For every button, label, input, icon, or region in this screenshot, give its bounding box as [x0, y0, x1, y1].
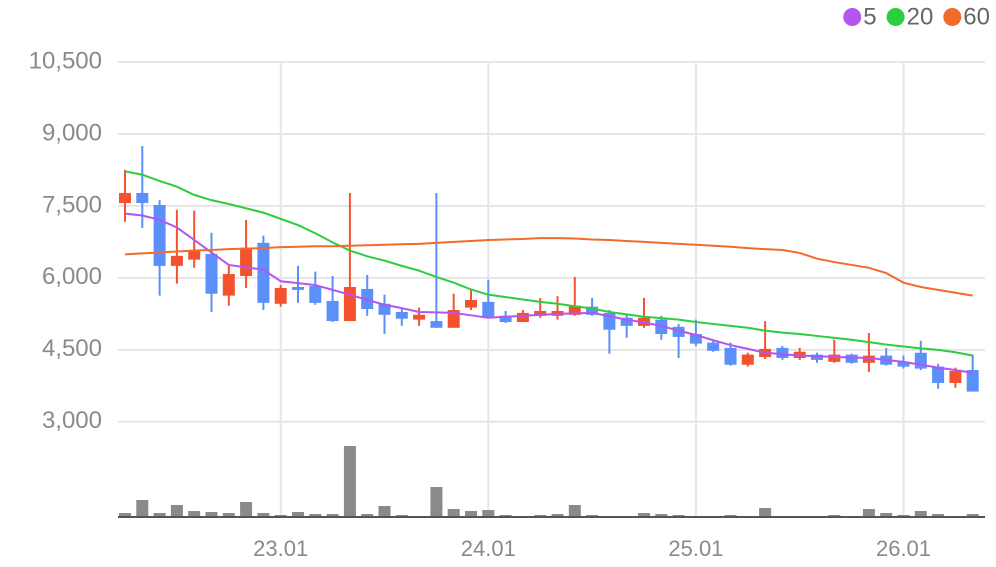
y-tick-label: 7,500	[42, 191, 102, 218]
volume-bar	[326, 514, 339, 517]
ma-line	[124, 170, 973, 357]
legend-label: 5	[863, 3, 876, 30]
ma-line	[124, 212, 973, 374]
volume-bar	[240, 502, 253, 517]
volume-bar	[153, 513, 166, 517]
volume-bar	[932, 514, 945, 517]
y-tick-label: 10,500	[29, 47, 102, 74]
legend-label: 20	[907, 3, 934, 30]
volume-bar	[309, 514, 322, 517]
candle-body	[828, 354, 841, 362]
candle-body	[949, 370, 962, 383]
candle-body	[119, 192, 131, 204]
candle-body	[240, 247, 253, 276]
candle-body	[326, 300, 339, 322]
volume-bar	[862, 509, 875, 517]
candle-body	[170, 255, 183, 266]
candle-body	[534, 310, 547, 316]
candle-body	[499, 315, 512, 323]
candle-body	[447, 310, 460, 328]
legend-swatch	[886, 8, 905, 26]
candle-body	[395, 311, 408, 319]
y-tick-label: 6,000	[42, 263, 102, 290]
candle-body	[465, 299, 477, 308]
volume-bar	[568, 505, 581, 517]
candle-body	[689, 334, 702, 344]
candle-body	[672, 326, 685, 337]
candle-body	[707, 342, 720, 351]
volume-bar	[361, 514, 374, 517]
y-tick-label: 4,500	[42, 335, 102, 362]
volume-bar	[136, 500, 149, 517]
volume-bar	[205, 512, 218, 517]
candle-body	[811, 354, 823, 360]
volume-bar	[551, 514, 564, 517]
candle-body	[568, 305, 581, 315]
candle-body	[741, 354, 754, 365]
candle-body	[257, 242, 270, 303]
candle-body	[274, 287, 287, 304]
candle-body	[188, 250, 201, 260]
legend-label: 60	[963, 3, 990, 30]
candle-body	[430, 321, 443, 328]
legend-swatch	[843, 8, 862, 26]
x-tick-label: 23.01	[253, 536, 308, 561]
x-tick-label: 24.01	[461, 536, 516, 561]
volume-bar	[378, 506, 391, 517]
candle-body	[897, 361, 910, 367]
volume-bar	[966, 514, 979, 517]
ma-line	[124, 237, 973, 297]
candle-body	[153, 204, 166, 266]
candle-body	[413, 314, 426, 320]
volume-bar	[759, 508, 772, 517]
legend-swatch	[943, 8, 962, 26]
candle-body	[586, 306, 599, 315]
candle-body	[482, 301, 495, 317]
volume-bar	[914, 511, 927, 517]
x-tick-label: 26.01	[876, 536, 931, 561]
volume-bar	[465, 511, 477, 517]
volume-bar	[222, 513, 235, 517]
volume-bar	[655, 514, 668, 517]
volume-bar	[292, 512, 304, 517]
candle-body	[776, 347, 789, 359]
x-tick-label: 25.01	[668, 536, 723, 561]
candle-body	[309, 286, 322, 303]
candle-body	[966, 369, 979, 392]
volume-bar	[188, 511, 201, 517]
volume-bar	[880, 513, 893, 517]
candle-body	[136, 192, 149, 204]
y-tick-label: 9,000	[42, 119, 102, 146]
volume-bar	[343, 446, 356, 517]
candle-body	[724, 347, 737, 365]
candle-body	[932, 366, 945, 383]
volume-bar	[447, 509, 460, 517]
volume-bar	[638, 513, 650, 517]
volume-bar	[257, 513, 270, 517]
y-tick-label: 3,000	[42, 407, 102, 434]
candle-body	[222, 274, 235, 296]
candle-body	[516, 312, 529, 323]
candle-body	[378, 303, 391, 315]
candle-body	[620, 317, 633, 326]
candle-body	[205, 253, 218, 294]
volume-bar	[170, 505, 183, 517]
candle-body	[343, 286, 356, 322]
candle-body	[845, 354, 858, 363]
candle-body	[292, 286, 304, 290]
volume-bar	[482, 510, 495, 517]
volume-bar	[430, 487, 443, 517]
volume-bar	[119, 513, 131, 517]
candle-body	[862, 355, 875, 363]
